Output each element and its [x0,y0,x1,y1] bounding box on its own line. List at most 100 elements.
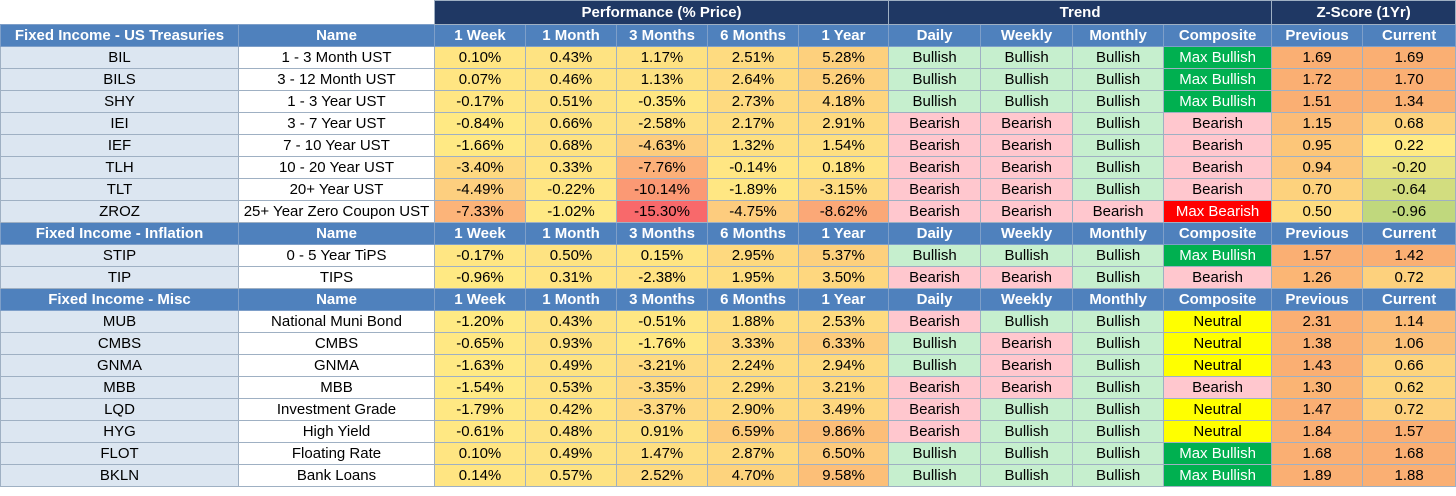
perf-cell-1-week: 0.10% [434,46,526,69]
group-header-zscore: Z-Score (1Yr) [1271,0,1456,25]
ticker-cell: GNMA [0,354,239,377]
zscore-cell-current: 0.66 [1362,354,1456,377]
trend-cell-daily: Bullish [888,46,982,69]
table-row: CMBS CMBS -0.65% 0.93% -1.76% 3.33% 6.33% Bulli… [0,332,1456,355]
perf-cell-1-year: -8.62% [797,200,890,223]
trend-cell-weekly: Bearish [980,354,1074,377]
column-header-weekly: Weekly [980,24,1074,47]
trend-cell-composite: Bearish [1163,134,1273,157]
name-cell: 0 - 5 Year TiPS [238,244,435,267]
perf-cell-1-week: -3.40% [434,156,526,179]
trend-cell-daily: Bullish [888,90,982,113]
column-header-name: Name [238,222,435,245]
ticker-cell: MBB [0,376,239,399]
column-header-name: Name [238,24,435,47]
trend-cell-daily: Bullish [888,464,982,487]
perf-cell-1-year: 5.26% [797,68,890,91]
trend-cell-composite: Bearish [1163,376,1273,399]
trend-cell-composite: Max Bullish [1163,68,1273,91]
table-row: IEF 7 - 10 Year UST -1.66% 0.68% -4.63% 1.32%… [0,134,1456,157]
name-cell: 25+ Year Zero Coupon UST [238,200,435,223]
ticker-cell: ZROZ [0,200,239,223]
trend-cell-monthly: Bullish [1072,442,1165,465]
zscore-cell-previous: 2.31 [1271,310,1364,333]
trend-cell-daily: Bullish [888,442,982,465]
column-header-current: Current [1362,222,1456,245]
trend-cell-composite: Bearish [1163,112,1273,135]
perf-cell-1-week: -1.20% [434,310,526,333]
table-body: Fixed Income - US Treasuries Name 1 Week 1 … [0,24,1456,487]
ticker-cell: IEI [0,112,239,135]
zscore-cell-previous: 1.69 [1271,46,1364,69]
trend-cell-composite: Neutral [1163,398,1273,421]
perf-cell-1-year: 2.91% [797,112,890,135]
zscore-cell-previous: 1.47 [1271,398,1364,421]
ticker-cell: TLT [0,178,239,201]
perf-cell-3-months: -3.21% [616,354,708,377]
trend-cell-composite: Neutral [1163,310,1273,333]
perf-cell-1-year: 3.21% [797,376,890,399]
name-cell: National Muni Bond [238,310,435,333]
trend-cell-composite: Max Bearish [1163,200,1273,223]
perf-cell-1-week: -0.65% [434,332,526,355]
column-header-6-months: 6 Months [707,222,799,245]
perf-cell-1-month: 0.57% [525,464,617,487]
zscore-cell-current: 1.69 [1362,46,1456,69]
perf-cell-1-year: 6.33% [797,332,890,355]
name-cell: 1 - 3 Year UST [238,90,435,113]
perf-cell-1-year: 5.37% [797,244,890,267]
name-cell: GNMA [238,354,435,377]
name-cell: TIPS [238,266,435,289]
zscore-cell-current: 1.42 [1362,244,1456,267]
table-row: MUB National Muni Bond -1.20% 0.43% -0.51% 1.… [0,310,1456,333]
perf-cell-6-months: 2.51% [707,46,799,69]
trend-cell-daily: Bullish [888,332,982,355]
perf-cell-3-months: 2.52% [616,464,708,487]
name-cell: 1 - 3 Month UST [238,46,435,69]
perf-cell-3-months: 1.17% [616,46,708,69]
name-cell: Bank Loans [238,464,435,487]
perf-cell-1-month: 0.51% [525,90,617,113]
perf-cell-1-month: 0.68% [525,134,617,157]
trend-cell-daily: Bearish [888,310,982,333]
section-title: Fixed Income - Misc [0,288,239,311]
trend-cell-monthly: Bullish [1072,90,1165,113]
trend-cell-weekly: Bearish [980,376,1074,399]
column-header-1-week: 1 Week [434,222,526,245]
trend-cell-composite: Neutral [1163,332,1273,355]
column-header-name: Name [238,288,435,311]
table-row: BILS 3 - 12 Month UST 0.07% 0.46% 1.13% 2.64%… [0,68,1456,91]
zscore-cell-previous: 1.89 [1271,464,1364,487]
perf-cell-1-week: -0.61% [434,420,526,443]
trend-cell-monthly: Bullish [1072,178,1165,201]
zscore-cell-current: -0.96 [1362,200,1456,223]
table-row: FLOT Floating Rate 0.10% 0.49% 1.47% 2.87% 6.5… [0,442,1456,465]
column-header-daily: Daily [888,288,982,311]
column-header-composite: Composite [1163,288,1273,311]
trend-cell-weekly: Bearish [980,112,1074,135]
perf-cell-1-month: 0.49% [525,354,617,377]
perf-cell-1-month: 0.50% [525,244,617,267]
perf-cell-6-months: 1.95% [707,266,799,289]
table-row: BIL 1 - 3 Month UST 0.10% 0.43% 1.17% 2.51% 5.… [0,46,1456,69]
column-header-1-week: 1 Week [434,24,526,47]
perf-cell-6-months: 2.87% [707,442,799,465]
column-header-6-months: 6 Months [707,288,799,311]
perf-cell-1-month: 0.42% [525,398,617,421]
perf-cell-1-year: 0.18% [797,156,890,179]
perf-cell-1-year: 4.18% [797,90,890,113]
zscore-cell-current: 1.06 [1362,332,1456,355]
zscore-cell-previous: 0.50 [1271,200,1364,223]
trend-cell-monthly: Bullish [1072,354,1165,377]
trend-cell-monthly: Bullish [1072,134,1165,157]
zscore-cell-current: 0.68 [1362,112,1456,135]
perf-cell-3-months: -4.63% [616,134,708,157]
name-cell: MBB [238,376,435,399]
trend-cell-daily: Bearish [888,376,982,399]
trend-cell-daily: Bullish [888,68,982,91]
trend-cell-weekly: Bullish [980,442,1074,465]
column-header-3-months: 3 Months [616,222,708,245]
zscore-cell-previous: 1.43 [1271,354,1364,377]
perf-cell-1-week: -1.66% [434,134,526,157]
column-header-composite: Composite [1163,24,1273,47]
